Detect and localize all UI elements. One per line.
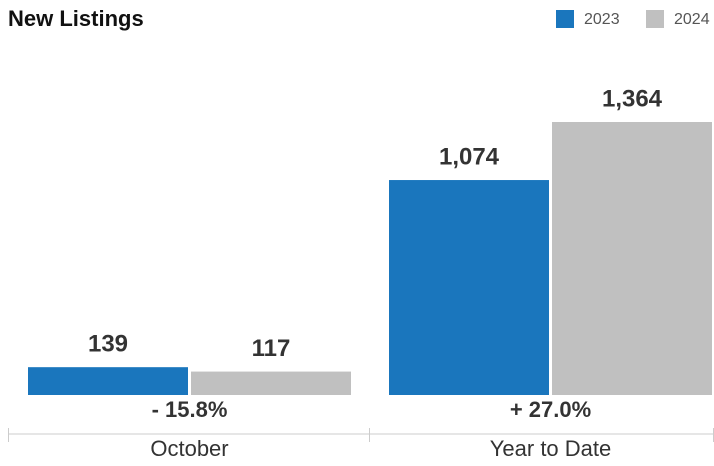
legend-swatch bbox=[556, 10, 574, 28]
legend-label: 2023 bbox=[584, 11, 620, 28]
x-tick-label: Year to Date bbox=[490, 436, 612, 461]
bar bbox=[389, 180, 549, 395]
change-label: + 27.0% bbox=[510, 397, 591, 422]
x-tick-label: October bbox=[150, 436, 228, 461]
value-label: 117 bbox=[252, 335, 291, 362]
bar bbox=[28, 367, 188, 395]
value-label: 139 bbox=[88, 331, 128, 358]
legend-swatch bbox=[646, 10, 664, 28]
bar bbox=[552, 122, 712, 395]
bar bbox=[191, 371, 351, 395]
chart-title: New Listings bbox=[8, 6, 144, 31]
change-label: - 15.8% bbox=[152, 397, 228, 422]
value-label: 1,364 bbox=[602, 85, 663, 112]
legend-label: 2024 bbox=[674, 11, 710, 28]
value-label: 1,074 bbox=[439, 143, 500, 170]
